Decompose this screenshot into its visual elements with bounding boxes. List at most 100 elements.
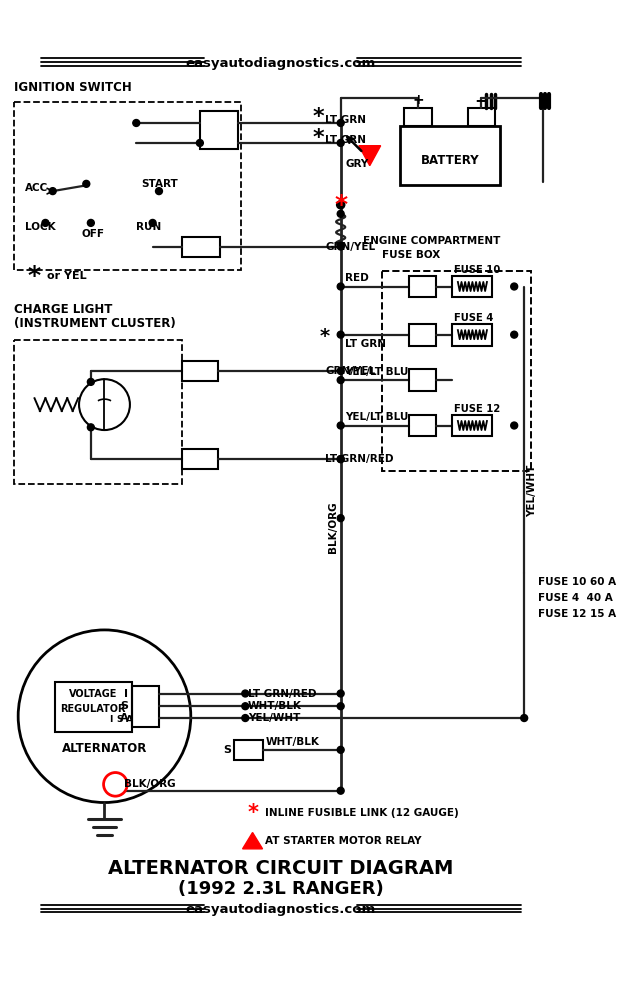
- Text: *: *: [28, 264, 41, 288]
- Text: FUSE 4  40 A: FUSE 4 40 A: [538, 593, 612, 603]
- Circle shape: [18, 630, 191, 803]
- Text: ENGINE COMPARTMENT: ENGINE COMPARTMENT: [363, 236, 501, 246]
- Bar: [468, 108, 495, 126]
- Bar: [132, 686, 159, 727]
- Text: WHT/BLK: WHT/BLK: [266, 737, 320, 747]
- Text: ACC: ACC: [25, 183, 49, 193]
- Text: FUSE 10 60 A: FUSE 10 60 A: [538, 577, 616, 587]
- Bar: [400, 126, 500, 185]
- Circle shape: [337, 456, 344, 463]
- Text: VOLTAGE: VOLTAGE: [69, 689, 117, 699]
- Circle shape: [521, 715, 528, 721]
- Text: GRN/YEL: GRN/YEL: [325, 242, 375, 252]
- Text: (1992 2.3L RANGER): (1992 2.3L RANGER): [178, 880, 384, 898]
- Circle shape: [337, 331, 344, 338]
- Circle shape: [337, 201, 345, 209]
- Text: (INSTRUMENT CLUSTER): (INSTRUMENT CLUSTER): [14, 317, 176, 330]
- Circle shape: [337, 703, 344, 710]
- Text: I: I: [109, 715, 112, 724]
- Circle shape: [337, 422, 344, 429]
- Bar: [409, 324, 436, 346]
- Bar: [409, 415, 436, 436]
- Text: LT GRN/RED: LT GRN/RED: [325, 454, 394, 464]
- Circle shape: [510, 331, 518, 338]
- Text: INLINE FUSIBLE LINK (12 GAUGE): INLINE FUSIBLE LINK (12 GAUGE): [265, 808, 459, 818]
- Text: S: S: [120, 701, 128, 711]
- Text: WHT/BLK: WHT/BLK: [248, 701, 302, 711]
- Text: A: A: [125, 715, 132, 724]
- Text: BLK/ORG: BLK/ORG: [328, 501, 337, 553]
- Circle shape: [337, 210, 344, 217]
- Text: GRN/YEL: GRN/YEL: [325, 366, 375, 376]
- Bar: [409, 276, 436, 297]
- Circle shape: [337, 690, 344, 697]
- Text: ALTERNATOR: ALTERNATOR: [62, 742, 147, 755]
- Circle shape: [87, 378, 95, 385]
- Text: YEL/LT BLU: YEL/LT BLU: [345, 412, 408, 422]
- Text: BLK/ORG: BLK/ORG: [124, 779, 176, 789]
- Circle shape: [133, 120, 140, 126]
- Circle shape: [42, 219, 49, 226]
- Text: easyautodiagnostics.com: easyautodiagnostics.com: [185, 57, 376, 70]
- Text: LOCK: LOCK: [25, 222, 56, 232]
- Text: LT GRN/RED: LT GRN/RED: [248, 689, 316, 699]
- Text: YEL/WHT: YEL/WHT: [248, 713, 300, 723]
- Circle shape: [337, 140, 344, 146]
- Text: FUSE BOX: FUSE BOX: [381, 250, 440, 260]
- Text: REGULATOR: REGULATOR: [60, 704, 125, 714]
- Text: OFF: OFF: [82, 229, 105, 239]
- Bar: [14, 102, 241, 270]
- Circle shape: [337, 283, 344, 290]
- Circle shape: [337, 746, 344, 753]
- Polygon shape: [242, 833, 263, 849]
- Bar: [182, 237, 220, 257]
- Text: *: *: [247, 803, 258, 823]
- Circle shape: [87, 424, 95, 431]
- Text: IGNITION SWITCH: IGNITION SWITCH: [14, 81, 132, 94]
- Text: ALTERNATOR CIRCUIT DIAGRAM: ALTERNATOR CIRCUIT DIAGRAM: [108, 859, 454, 878]
- Text: *: *: [312, 107, 324, 127]
- Text: LT GRN: LT GRN: [345, 339, 386, 349]
- Circle shape: [156, 188, 163, 195]
- Bar: [452, 276, 493, 297]
- Text: FUSE 4: FUSE 4: [454, 313, 494, 323]
- Circle shape: [242, 715, 248, 721]
- Text: −: −: [475, 91, 488, 109]
- Circle shape: [49, 188, 56, 195]
- Text: YEL/LT BLU: YEL/LT BLU: [345, 367, 408, 377]
- Circle shape: [242, 690, 248, 697]
- Circle shape: [510, 283, 518, 290]
- Text: LT GRN: LT GRN: [325, 135, 366, 145]
- Bar: [182, 449, 218, 469]
- Circle shape: [83, 180, 90, 187]
- Circle shape: [104, 773, 127, 796]
- Text: RUN: RUN: [137, 222, 161, 232]
- Bar: [54, 682, 132, 732]
- Text: *: *: [312, 128, 324, 148]
- Text: CHARGE LIGHT: CHARGE LIGHT: [14, 303, 112, 316]
- Circle shape: [87, 219, 95, 226]
- Bar: [200, 111, 238, 149]
- Circle shape: [197, 140, 203, 146]
- Circle shape: [337, 515, 344, 522]
- Text: FUSE 12: FUSE 12: [454, 404, 501, 414]
- Text: +: +: [412, 93, 424, 107]
- Circle shape: [242, 703, 248, 710]
- Polygon shape: [359, 146, 381, 166]
- Text: YEL/WHT: YEL/WHT: [527, 465, 538, 517]
- Bar: [14, 340, 182, 484]
- Text: FUSE 10: FUSE 10: [454, 265, 501, 275]
- Text: S: S: [117, 715, 123, 724]
- Text: AT STARTER MOTOR RELAY: AT STARTER MOTOR RELAY: [265, 836, 421, 846]
- Text: A: A: [119, 713, 128, 723]
- Text: easyautodiagnostics.com: easyautodiagnostics.com: [185, 903, 376, 916]
- Circle shape: [79, 379, 130, 430]
- Bar: [409, 369, 436, 391]
- Circle shape: [337, 243, 344, 250]
- Text: START: START: [141, 179, 177, 189]
- Circle shape: [149, 219, 156, 226]
- Text: BATTERY: BATTERY: [420, 154, 479, 167]
- Circle shape: [337, 242, 344, 249]
- Text: FUSE 12 15 A: FUSE 12 15 A: [538, 609, 616, 619]
- Text: LT GRN: LT GRN: [325, 115, 366, 125]
